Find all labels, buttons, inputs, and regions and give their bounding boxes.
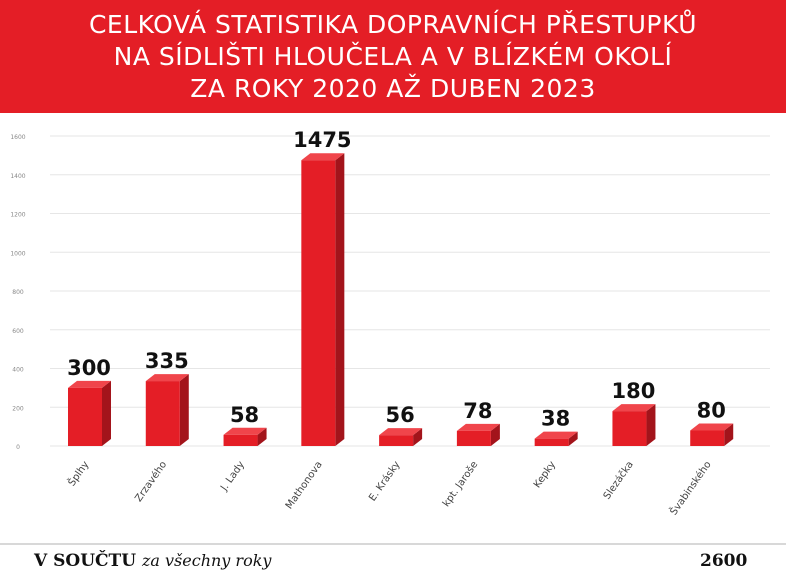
data-label: 58 (230, 403, 259, 427)
y-tick-label: 800 (12, 289, 24, 296)
data-label: 38 (541, 407, 570, 431)
total-label-italic: za všechny roky (141, 551, 272, 570)
y-tick-label: 0 (16, 444, 20, 451)
bar (534, 438, 569, 446)
x-tick-label: Mathonova (284, 459, 325, 511)
total-value: 2600 (700, 551, 748, 571)
bar (690, 430, 725, 446)
bar-side (413, 428, 423, 446)
data-label: 78 (463, 399, 492, 423)
y-tick-label: 1600 (10, 134, 25, 141)
chart-title-line-3: ZA ROKY 2020 AŽ DUBEN 2023 (190, 73, 596, 103)
bar-side (646, 404, 656, 446)
data-label: 1475 (293, 128, 351, 152)
data-label: 80 (697, 399, 726, 423)
bar (145, 381, 180, 446)
bar-chart-svg: 0 200 400 600 800 1000 1200 1400 1600 300 Šplhy 335… (10, 128, 770, 517)
data-label: 56 (385, 403, 414, 427)
chart-title-line-1: CELKOVÁ STATISTIKA DOPRAVNÍCH PŘESTUPKŮ (88, 9, 698, 39)
bar-top (456, 423, 500, 431)
bar-top (379, 428, 423, 436)
x-tick-label: E. Krásky (366, 459, 402, 504)
bar (612, 411, 647, 446)
bar (68, 387, 102, 446)
data-label: 180 (612, 379, 656, 403)
bar (301, 160, 336, 446)
y-tick-label: 400 (12, 367, 24, 374)
x-tick-label: Slezáčka (601, 459, 636, 502)
bar-side (724, 423, 734, 446)
bar-top (68, 380, 111, 388)
total-row: V SOUČTU za všechny roky 2600 (0, 543, 786, 580)
total-label-bold: V SOUČTU (34, 551, 137, 571)
data-label: 335 (145, 349, 189, 373)
y-tick-label: 1400 (10, 173, 25, 180)
bar-top (534, 431, 578, 439)
x-tick-label: kpt. Jaroše (440, 459, 480, 509)
x-tick-label: Šplhy (65, 458, 92, 488)
bar-side (335, 153, 345, 446)
y-tick-label: 1000 (10, 250, 25, 257)
x-tick-label: Zrzavého (133, 459, 170, 504)
y-tick-label: 200 (12, 405, 24, 412)
bar-side (102, 380, 111, 446)
chart-title-line-2: NA SÍDLIŠTI HLOUČELA A V BLÍZKÉM OKOLÍ (113, 41, 673, 71)
bar (456, 430, 491, 446)
x-tick-label: Švabinského (667, 458, 714, 517)
title-banner: CELKOVÁ STATISTIKA DOPRAVNÍCH PŘESTUPKŮ … (0, 0, 786, 113)
bar-top (612, 404, 656, 412)
bar-top (301, 153, 345, 161)
x-tick-label: J. Lady (218, 459, 247, 493)
x-tick-label: Kepky (532, 459, 558, 490)
bar-top (690, 423, 734, 431)
bar-side (257, 427, 267, 446)
bar (223, 434, 258, 446)
bar-side (568, 431, 578, 446)
bar-side (490, 423, 500, 446)
bar-top (223, 427, 267, 435)
bar-chart: 0 200 400 600 800 1000 1200 1400 1600 300 Šplhy 335… (0, 113, 786, 543)
data-label: 300 (67, 356, 111, 380)
y-tick-label: 600 (12, 328, 24, 335)
y-tick-label: 1200 (10, 212, 25, 219)
bar (379, 435, 414, 446)
bar-top (145, 374, 189, 382)
total-label: V SOUČTU za všechny roky (34, 551, 271, 571)
bar-side (179, 374, 189, 446)
